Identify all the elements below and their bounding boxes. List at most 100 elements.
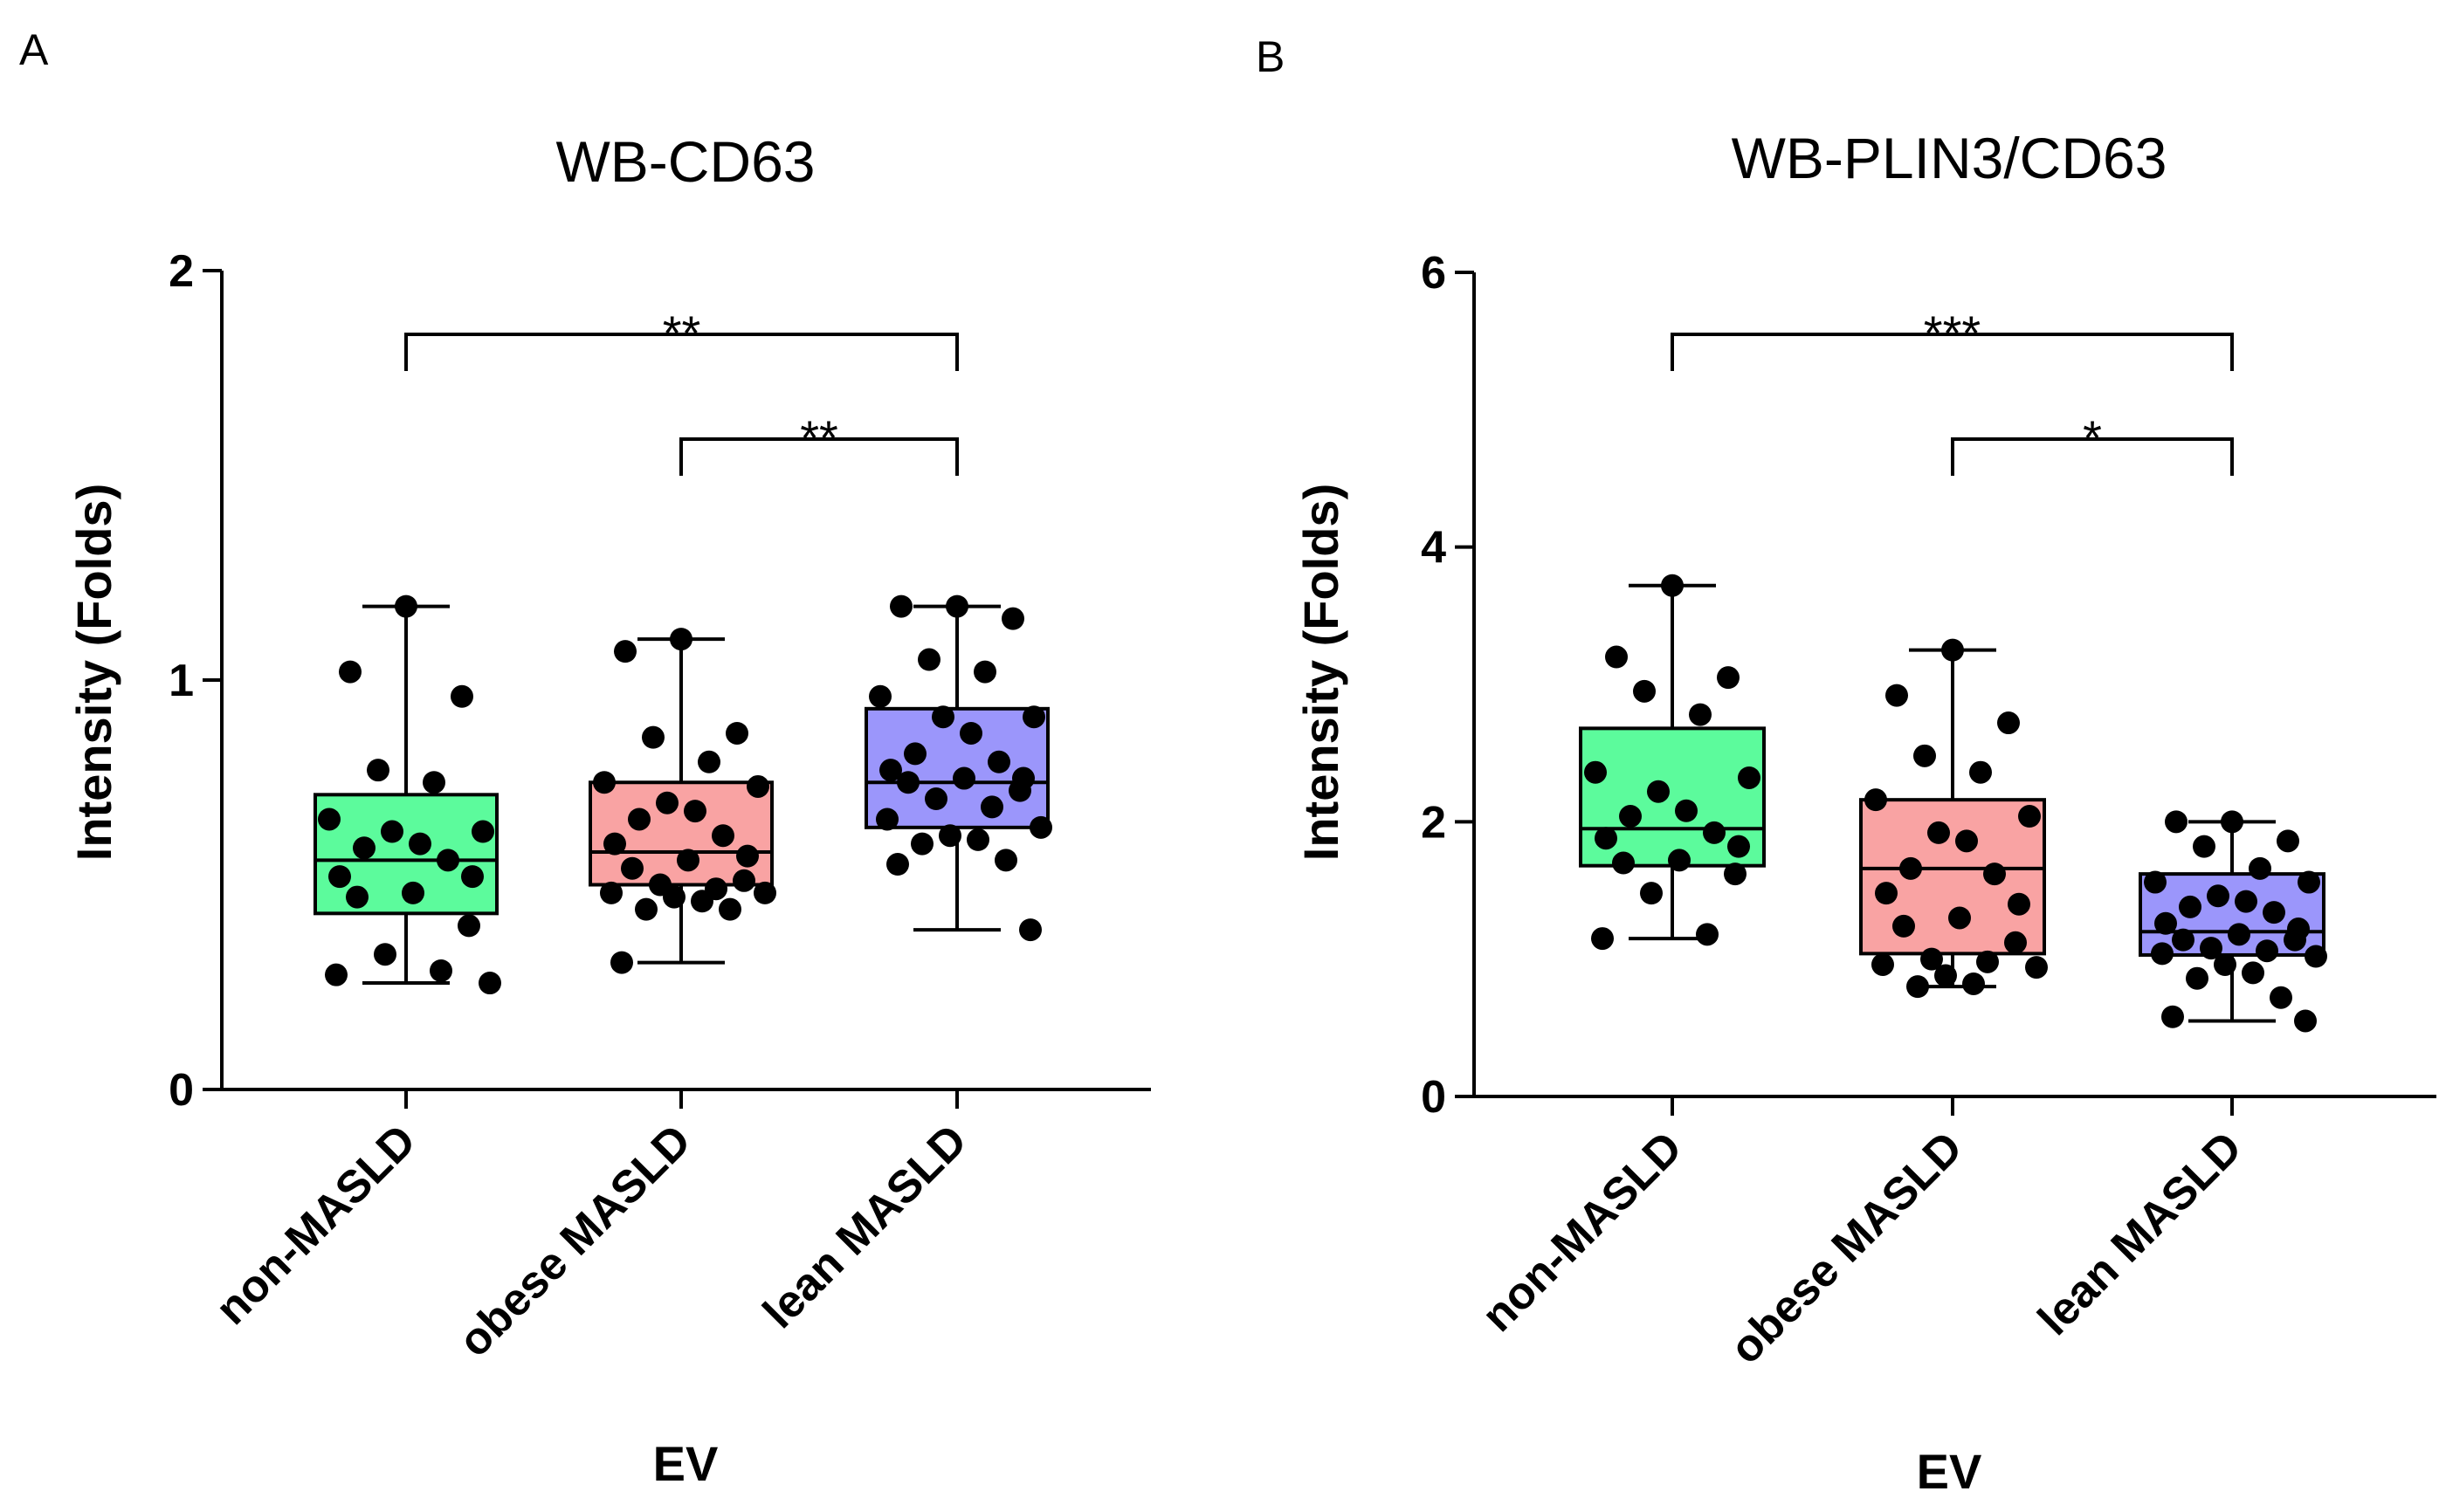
data-point <box>2018 805 2041 828</box>
panel-a: A WB-CD63 Intensity (Folds) EV 0 1 2 non-MA… <box>19 25 1151 1491</box>
data-point <box>1030 815 1052 839</box>
data-point <box>1885 684 1908 707</box>
data-point <box>1703 821 1726 844</box>
data-point <box>479 972 501 995</box>
data-point <box>1969 760 1992 784</box>
data-point <box>684 800 706 823</box>
data-point <box>2179 895 2201 918</box>
panel-letter: A <box>19 25 49 74</box>
data-point <box>1009 779 1031 802</box>
data-point <box>1997 711 2020 735</box>
data-point <box>2161 1005 2184 1028</box>
data-point <box>2277 829 2299 853</box>
data-point <box>2298 870 2320 894</box>
data-point <box>1948 906 1971 930</box>
data-point <box>1899 856 1922 880</box>
data-point <box>897 771 920 794</box>
box-iqr <box>1859 798 2046 956</box>
data-point <box>593 771 616 794</box>
data-point <box>367 759 389 782</box>
data-point <box>621 856 644 880</box>
data-point <box>458 914 480 938</box>
data-point <box>2221 810 2243 834</box>
data-point <box>946 594 968 618</box>
plot-area: 0 1 2 non-MASLD obese MASLD lean MASLD ** ** <box>169 246 1151 1367</box>
data-point <box>712 824 734 848</box>
data-point <box>1976 950 1999 973</box>
data-point <box>1927 821 1950 844</box>
data-point <box>904 742 927 766</box>
data-point <box>2249 856 2271 880</box>
data-point <box>2235 890 2257 913</box>
panel-letter: B <box>1256 32 1285 81</box>
data-point <box>953 766 975 790</box>
data-point <box>1875 882 1898 905</box>
significance-label: ** <box>800 410 838 465</box>
x-tick-label: obese MASLD <box>1720 1122 1972 1373</box>
data-point <box>663 885 686 909</box>
data-point <box>2207 884 2229 908</box>
data-point <box>2200 937 2222 960</box>
data-point <box>610 951 633 974</box>
data-point <box>325 963 348 986</box>
data-point <box>409 832 431 856</box>
box-iqr <box>589 780 774 887</box>
data-point <box>726 721 748 745</box>
data-point <box>1934 964 1957 987</box>
data-point <box>670 628 692 651</box>
data-point <box>1675 799 1698 822</box>
box-3 <box>2139 810 2327 1033</box>
data-point <box>1647 780 1670 803</box>
data-point <box>1738 766 1760 789</box>
data-point <box>869 684 892 708</box>
data-point <box>2305 945 2327 968</box>
data-point <box>2263 901 2285 924</box>
data-point <box>2151 942 2174 966</box>
data-point <box>747 774 769 798</box>
data-point <box>691 890 713 913</box>
box-2 <box>1859 638 2048 999</box>
y-axis-label: Intensity (Folds) <box>1293 484 1348 861</box>
data-point <box>960 721 982 745</box>
data-point <box>1612 851 1635 875</box>
y-axis-label: Intensity (Folds) <box>66 484 121 861</box>
data-point <box>1727 835 1750 858</box>
data-point <box>1619 805 1642 828</box>
data-point <box>1591 927 1614 951</box>
data-point <box>2270 986 2292 1009</box>
data-point <box>642 725 665 749</box>
data-point <box>600 881 623 904</box>
data-point <box>395 594 417 618</box>
data-point <box>911 832 934 856</box>
significance-bracket <box>404 333 959 371</box>
x-tick-label: lean MASLD <box>2029 1122 2252 1345</box>
box-3 <box>865 594 1052 942</box>
data-point <box>890 594 913 618</box>
data-point <box>2242 961 2264 985</box>
data-point <box>472 820 494 843</box>
y-tick-label: 0 <box>169 1065 194 1116</box>
data-point <box>346 885 369 909</box>
data-point <box>461 865 484 889</box>
data-point <box>423 771 445 794</box>
chart-title: WB-PLIN3/CD63 <box>1732 126 2167 190</box>
data-point <box>2284 928 2306 952</box>
data-point <box>437 849 459 872</box>
data-point <box>2165 810 2188 834</box>
x-tick-label: non-MASLD <box>1472 1122 1691 1341</box>
data-point <box>1668 849 1691 872</box>
y-tick-label: 4 <box>1421 523 1446 574</box>
data-point <box>1002 607 1024 630</box>
data-point <box>628 808 651 831</box>
data-point <box>1605 645 1628 669</box>
data-point <box>2228 923 2250 946</box>
data-point <box>1906 975 1929 999</box>
data-point <box>736 844 759 868</box>
data-point <box>339 660 362 684</box>
chart-title: WB-CD63 <box>555 129 815 194</box>
significance-label: * <box>2083 410 2102 465</box>
data-point <box>967 828 989 851</box>
data-point <box>1595 827 1617 850</box>
data-point <box>1696 923 1719 946</box>
